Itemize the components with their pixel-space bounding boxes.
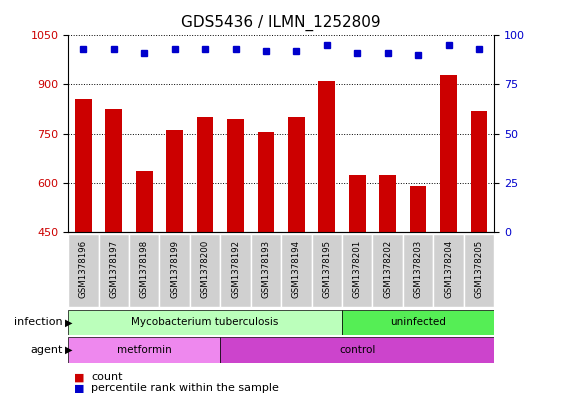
Text: GSM1378197: GSM1378197 [109, 240, 118, 298]
Text: ▶: ▶ [65, 345, 73, 355]
Bar [312, 234, 342, 307]
Bar [342, 310, 494, 335]
Bar [470, 111, 487, 232]
Bar [373, 234, 403, 307]
Bar [160, 234, 190, 307]
Bar [440, 75, 457, 232]
Bar [349, 174, 366, 232]
Text: ■: ■ [74, 372, 84, 382]
Text: GSM1378199: GSM1378199 [170, 240, 179, 298]
Text: GSM1378202: GSM1378202 [383, 240, 392, 298]
Text: infection: infection [14, 318, 62, 327]
Text: control: control [339, 345, 375, 355]
Bar [99, 234, 129, 307]
Bar [433, 234, 463, 307]
Bar [257, 132, 274, 232]
Text: GSM1378194: GSM1378194 [292, 240, 301, 298]
Bar [129, 234, 160, 307]
Bar [220, 234, 250, 307]
Text: Mycobacterium tuberculosis: Mycobacterium tuberculosis [131, 318, 279, 327]
Bar [250, 234, 281, 307]
Text: uninfected: uninfected [390, 318, 446, 327]
Text: GSM1378201: GSM1378201 [353, 240, 362, 298]
Bar [403, 234, 433, 307]
Bar [68, 310, 342, 335]
Bar [342, 234, 373, 307]
Bar [136, 171, 153, 232]
Bar [197, 117, 214, 232]
Text: GSM1378195: GSM1378195 [322, 240, 331, 298]
Bar [281, 234, 312, 307]
Text: GSM1378203: GSM1378203 [414, 240, 423, 298]
Text: GSM1378200: GSM1378200 [201, 240, 210, 298]
Bar [68, 337, 220, 363]
Text: count: count [91, 372, 122, 382]
Bar [410, 186, 427, 232]
Text: ■: ■ [74, 383, 84, 393]
Text: GSM1378204: GSM1378204 [444, 240, 453, 298]
Bar [220, 337, 494, 363]
Bar [288, 117, 305, 232]
Bar [75, 99, 92, 232]
Text: GSM1378198: GSM1378198 [140, 240, 149, 298]
Text: percentile rank within the sample: percentile rank within the sample [91, 383, 279, 393]
Bar [190, 234, 220, 307]
Bar [68, 234, 99, 307]
Bar [106, 109, 122, 232]
Bar [319, 81, 335, 232]
Bar [166, 130, 183, 232]
Text: agent: agent [30, 345, 62, 355]
Bar [463, 234, 494, 307]
Title: GDS5436 / ILMN_1252809: GDS5436 / ILMN_1252809 [181, 15, 381, 31]
Text: GSM1378196: GSM1378196 [79, 240, 88, 298]
Text: GSM1378192: GSM1378192 [231, 240, 240, 298]
Bar [379, 174, 396, 232]
Bar [227, 119, 244, 232]
Text: GSM1378205: GSM1378205 [474, 240, 483, 298]
Text: GSM1378193: GSM1378193 [261, 240, 270, 298]
Text: ▶: ▶ [65, 318, 73, 327]
Text: metformin: metformin [117, 345, 172, 355]
